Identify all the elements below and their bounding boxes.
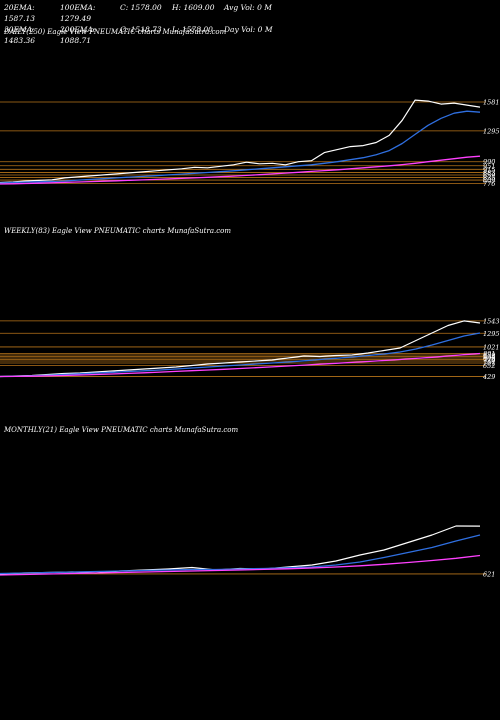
daily-level-label: 990 [483, 158, 495, 166]
daily-level-label: 809 [483, 177, 495, 185]
daily-level-label: 1295 [483, 127, 500, 135]
weekly-level-label: 770 [483, 356, 495, 364]
daily-level-label: 776 [483, 180, 495, 188]
monthly-series-line [0, 525, 481, 575]
stats-row-1: 20EMA: 1587.13 100EMA: 1279.49 C: 1578.0… [4, 2, 496, 24]
daily-level-label: 951 [483, 162, 495, 170]
stat-close-2: C: 1518.73 [120, 25, 162, 34]
weekly-level-label: 740 [483, 358, 495, 366]
weekly-level-label: 1543 [483, 317, 500, 325]
daily-level-label: 915 [483, 166, 495, 174]
stat-ema100: 100EMA: 1279.49 [60, 3, 96, 23]
indicator-stats: 20EMA: 1587.13 100EMA: 1279.49 C: 1578.0… [4, 2, 496, 46]
monthly-panel-title: MONTHLY(21) Eagle View PNEUMATIC charts … [4, 426, 239, 434]
stat-ema20: 20EMA: 1587.13 [4, 3, 36, 23]
daily-series-line [0, 155, 481, 185]
weekly-level-label: 1021 [483, 343, 500, 351]
daily-series-line [0, 99, 481, 184]
daily-level-label: 1581 [483, 98, 500, 106]
weekly-level-label: 429 [482, 373, 495, 381]
daily-level-label: 859 [483, 171, 495, 179]
monthly-series-line [0, 554, 481, 576]
stat-avg-vol: Avg Vol: 0 M [224, 3, 272, 12]
stat-ema30: 30EMA: 1483.36 [4, 25, 36, 45]
stat-close: C: 1578.00 [120, 3, 162, 12]
weekly-series-line [0, 320, 481, 378]
monthly-series-line [0, 534, 481, 575]
daily-series-line [0, 110, 481, 184]
monthly-level-label: 621 [483, 570, 495, 578]
weekly-level-label: 859 [483, 352, 495, 360]
daily-level-label: 883 [483, 169, 495, 177]
daily-panel-title: DAILY(250) Eagle View PNEUMATIC charts M… [4, 28, 227, 36]
stat-ema200: 200EMA: 1088.71 [60, 25, 96, 45]
weekly-level-label: 652 [483, 362, 495, 370]
weekly-level-label: 701 [483, 360, 495, 368]
weekly-series-line [0, 352, 481, 378]
stat-high: H: 1609.00 [172, 3, 215, 12]
weekly-level-label: 891 [483, 350, 495, 358]
weekly-panel-title: WEEKLY(83) Eagle View PNEUMATIC charts M… [4, 227, 231, 235]
weekly-level-label: 1295 [483, 330, 500, 338]
weekly-level-label: 834 [483, 353, 495, 361]
stat-low: L: 1578.00 [172, 25, 213, 34]
stat-day-vol: Day Vol: 0 M [224, 25, 273, 34]
daily-level-label: 835 [483, 174, 495, 182]
stats-row-2: 30EMA: 1483.36 200EMA: 1088.71 C: 1518.7… [4, 24, 496, 46]
weekly-series-line [0, 332, 481, 378]
weekly-level-label: 800 [483, 355, 495, 363]
